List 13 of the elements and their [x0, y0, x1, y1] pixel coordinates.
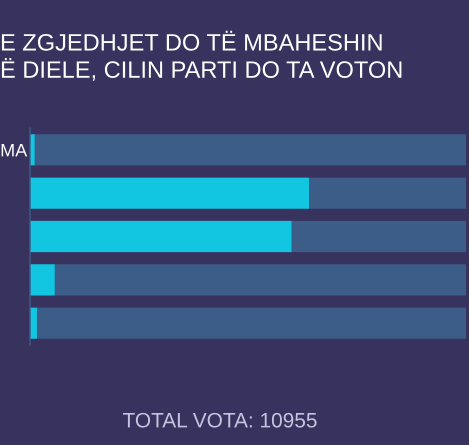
bar — [30, 220, 292, 252]
bar — [30, 134, 35, 166]
bar — [34, 134, 466, 166]
y-tick-label: MA — [2, 144, 28, 156]
bar — [54, 264, 466, 296]
bar — [30, 308, 37, 339]
bar — [30, 178, 310, 209]
bar — [292, 220, 466, 252]
bar — [309, 178, 466, 209]
text: TOTAL VOTA: 10955 — [123, 412, 317, 428]
chart-title: E ZGJEDHJET DO TË MBAHESHIN Ë DIELE, CILIN PARTI DO TA VOTON — [2, 30, 402, 81]
bar — [30, 264, 55, 296]
bar — [36, 308, 466, 339]
